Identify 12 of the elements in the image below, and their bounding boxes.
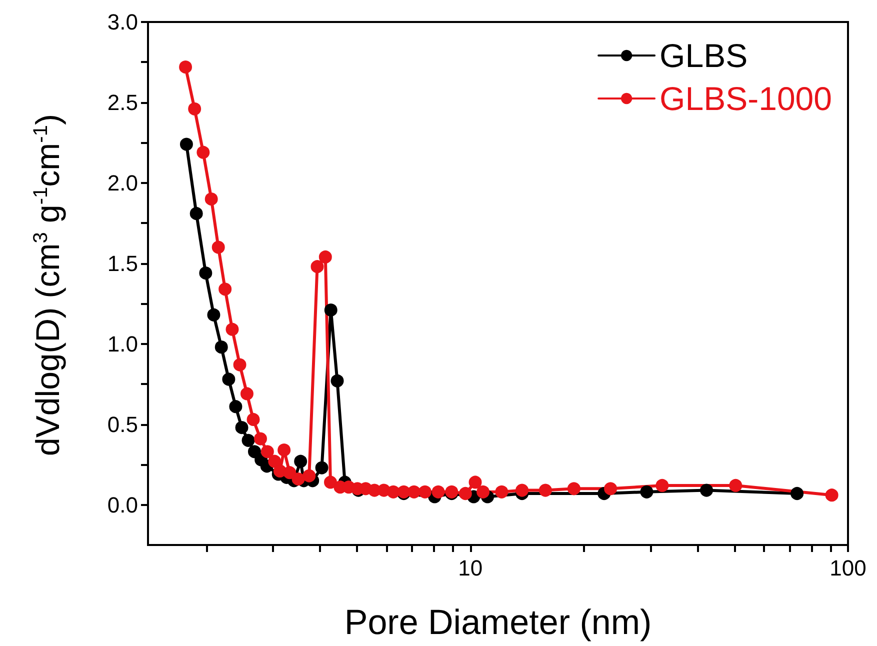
y-tick-label: 1.5 [107,250,138,276]
x-tick-label: 10 [458,556,483,580]
y-tick-label: 2.5 [107,90,138,115]
x-tick-label: 100 [830,556,866,580]
legend-label: GLBS [660,37,748,74]
legend-label: GLBS-1000 [660,80,832,117]
y-tick-label: 3.0 [107,10,138,34]
y-tick-label: 0.0 [107,492,138,518]
y-tick-label: 1.0 [107,331,138,356]
y-tick-label: 0.5 [107,412,138,437]
y-tick-label: 2.0 [107,170,138,196]
x-axis-title: Pore Diameter (nm) [344,603,652,642]
